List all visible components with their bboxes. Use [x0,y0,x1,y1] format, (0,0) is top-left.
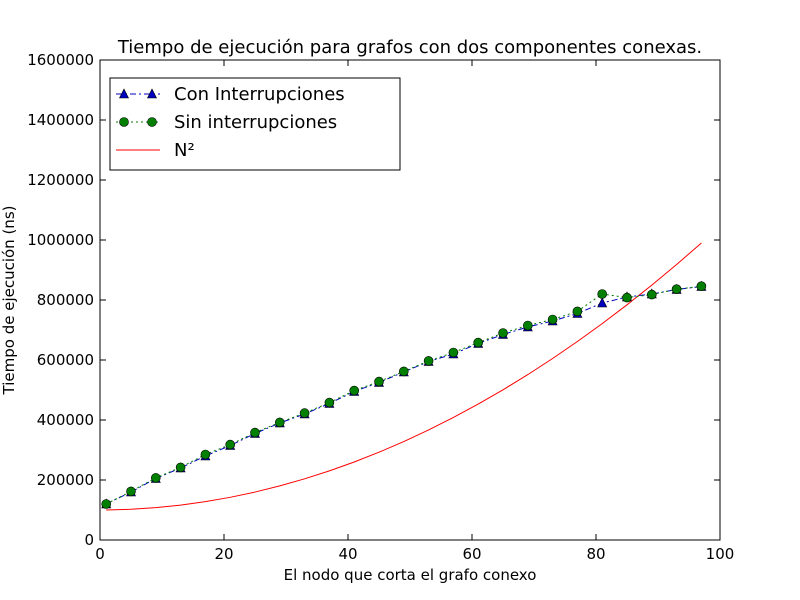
data-point [473,337,484,348]
data-point [101,499,111,509]
series-line [106,242,702,511]
data-point [622,292,632,303]
data-point [274,417,285,428]
y-tick-label: 400000 [37,411,94,429]
data-point [423,356,434,366]
series-2 [106,242,702,511]
y-tick-label: 0 [84,531,94,549]
plot-frame [99,59,721,541]
data-point [299,408,310,418]
data-point [126,486,136,497]
data-point [646,289,657,300]
y-tick-label: 600000 [37,351,94,369]
legend: Con Interrupciones Sin interrupciones N² [109,77,401,171]
data-point [250,427,260,438]
data-point [200,449,211,460]
data-point [175,462,186,473]
data-point [398,366,409,377]
data-point [696,281,707,292]
x-tick-label: 40 [338,545,357,563]
data-point [572,306,583,317]
x-tick-label: 0 [95,545,105,563]
data-point [374,376,384,387]
series-line [105,285,702,505]
legend-marker [119,88,129,99]
legend-label: Con Interrupciones [174,84,345,105]
y-axis-label: Tiempo de ejecución (ns) [0,206,18,396]
y-tick-label: 800000 [37,291,94,309]
data-point [349,385,360,396]
data-point [448,347,459,358]
x-tick-label: 60 [462,545,481,563]
legend-label: N² [174,140,195,161]
y-tick-label: 1000000 [27,231,94,249]
legend-label: Sin interrupciones [174,112,337,133]
y-tick-label: 200000 [37,471,94,489]
axes-ticks: 0 20 40 60 80 100 0 200000 400000 600000 800000 100… [27,51,734,563]
y-tick-label: 1200000 [27,171,94,189]
y-tick-label: 1400000 [27,111,94,129]
series-line [105,286,702,505]
x-axis-label: El nodo que corta el grafo conexo [284,566,537,584]
data-point [522,320,533,331]
data-point [225,439,235,450]
data-point [324,397,335,408]
legend-marker [119,117,129,127]
data-point [671,284,682,295]
legend-marker [147,117,157,127]
data-point [547,314,558,325]
plot-series [101,242,707,511]
data-point [597,297,608,308]
legend-box [109,77,401,171]
y-tick-label: 1600000 [27,51,94,69]
data-point [597,289,608,299]
series-0 [101,280,707,509]
x-tick-label: 100 [706,545,735,563]
data-point [151,473,161,483]
data-point [498,328,508,338]
legend-marker [147,88,157,99]
chart-title: Tiempo de ejecución para grafos con dos … [117,37,702,58]
x-tick-label: 20 [214,545,233,563]
series-1 [101,281,707,509]
x-tick-label: 80 [586,545,605,563]
